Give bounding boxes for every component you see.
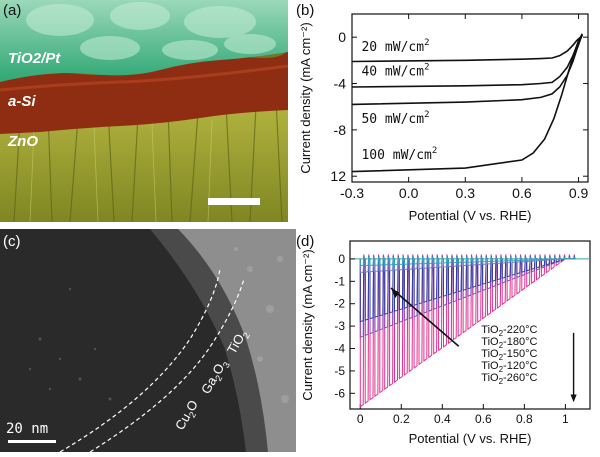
x-tick-label: 0.0: [399, 185, 419, 201]
series-line: [359, 255, 576, 267]
trend-arrow-head: [391, 288, 400, 299]
y-tick-label: -3: [334, 319, 345, 333]
tem-scale-bar: [8, 440, 56, 443]
legend-entry: TiO2-220°C: [481, 324, 537, 338]
asi-layer: [0, 50, 288, 134]
legend-entry: TiO2-180°C: [481, 336, 537, 350]
y-tick-label: 0: [338, 252, 345, 266]
scale-bar-label: 20 nm: [6, 421, 49, 437]
series-label-sup: 2: [424, 110, 429, 120]
layer-label-asi: a-Si: [8, 93, 36, 110]
series-label-sup: 2: [424, 62, 429, 72]
series-line: [351, 34, 584, 106]
series-label-sup: 2: [432, 146, 437, 156]
legend-sub: 2: [499, 377, 504, 386]
chart-b-svg: -0.3 0.0 0.3 0.6 0.9 0 -4 -8 12 Potential (V vs. …: [298, 13, 589, 223]
y-tick-label: 0: [338, 29, 346, 45]
x-axis-label: Potential (V vs. RHE): [409, 208, 532, 223]
series-label: 20 mW/cm2: [361, 38, 429, 55]
y-axis-label: Current density (mA cm⁻²): [300, 249, 315, 400]
y-tick-label: -8: [334, 122, 347, 138]
x-tick-label: 0.6: [512, 185, 532, 201]
plot-frame: [349, 240, 591, 410]
layer-label-zno: ZnO: [8, 133, 38, 150]
x-tick-label: 0: [357, 412, 364, 426]
legend-sub: 2: [499, 353, 504, 362]
series-line: [351, 34, 583, 173]
x-tick-label: 0.4: [434, 412, 451, 426]
legend-suffix: -120°C: [503, 360, 537, 372]
layer-label-tio2-pt: TiO2/Pt: [8, 50, 61, 67]
series-label: 100 mW/cm2: [361, 146, 437, 163]
legend-text: TiO: [481, 348, 499, 360]
y-tick-label: -1: [334, 274, 345, 288]
legend-text: TiO: [481, 324, 499, 336]
trend-arrow-line: [390, 287, 460, 347]
panel-label: (d): [296, 233, 315, 250]
panel-label: (b): [296, 2, 315, 19]
x-tick-label: 0.9: [569, 185, 589, 201]
legend-entry: TiO2-260°C: [481, 372, 537, 386]
panel-b-chart: (b) -0.3 0.0 0.3 0.6 0.9 0 -4 -8 12 Potential (V …: [290, 0, 600, 228]
legend-text: TiO: [481, 372, 499, 384]
y-tick-label: -6: [334, 386, 345, 400]
series-line: [351, 33, 584, 63]
legend-suffix: -150°C: [503, 348, 537, 360]
legend-sub: 2: [499, 329, 504, 338]
y-tick-label: -5: [334, 364, 345, 378]
panel-label: (c): [3, 233, 21, 250]
x-tick-label: 1: [562, 412, 569, 426]
y-tick-label: -4: [334, 342, 345, 356]
legend-entry: TiO2-150°C: [481, 348, 537, 362]
y-tick-label: -4: [334, 76, 347, 92]
x-tick-label: 0.2: [393, 412, 410, 426]
x-tick-label: -0.3: [340, 185, 364, 201]
legend-sub: 2: [499, 341, 504, 350]
x-tick-label: 0.3: [456, 185, 476, 201]
x-tick-label: 0.6: [475, 412, 492, 426]
x-axis-label: Potential (V vs. RHE): [409, 431, 532, 446]
chart-d-svg: 0 0.2 0.4 0.6 0.8 1 0 -1 -2 -3 -4 -5 -6 Potential (V …: [300, 240, 591, 446]
legend-suffix: -220°C: [503, 324, 537, 336]
tem-cross-section: [0, 229, 296, 453]
legend-entry: TiO2-120°C: [481, 360, 537, 374]
legend-suffix: -260°C: [503, 372, 537, 384]
series-label-sup: 2: [424, 38, 429, 48]
y-tick-label: 12: [330, 168, 346, 184]
y-axis-label: Current density (mA cm⁻²): [298, 22, 313, 173]
legend-sub: 2: [499, 365, 504, 374]
plot-frame: [351, 13, 589, 183]
legend-order-arrow-head: [570, 394, 577, 403]
panel-a-sem-image: (a) TiO2/Pt a-Si ZnO: [0, 0, 289, 223]
sem-cross-section: [0, 0, 289, 223]
series-label: 50 mW/cm2: [361, 110, 429, 127]
panel-label: (a): [3, 2, 22, 19]
legend-text: TiO: [481, 360, 499, 372]
scale-bar: [208, 198, 260, 205]
panel-c-tem-image: (c) TiO2 Ga2O3 Cu2O 20 nm: [0, 229, 296, 453]
x-tick-label: 0.8: [516, 412, 533, 426]
panel-d-chart: (d) 0 0.2 0.4 0.6 0.8 1 0 -1 -2 -3 -4 -5 -6 Potential…: [290, 229, 600, 452]
y-tick-label: -2: [334, 297, 345, 311]
series-label: 40 mW/cm2: [361, 62, 429, 79]
legend-text: TiO: [481, 336, 499, 348]
legend-suffix: -180°C: [503, 336, 537, 348]
